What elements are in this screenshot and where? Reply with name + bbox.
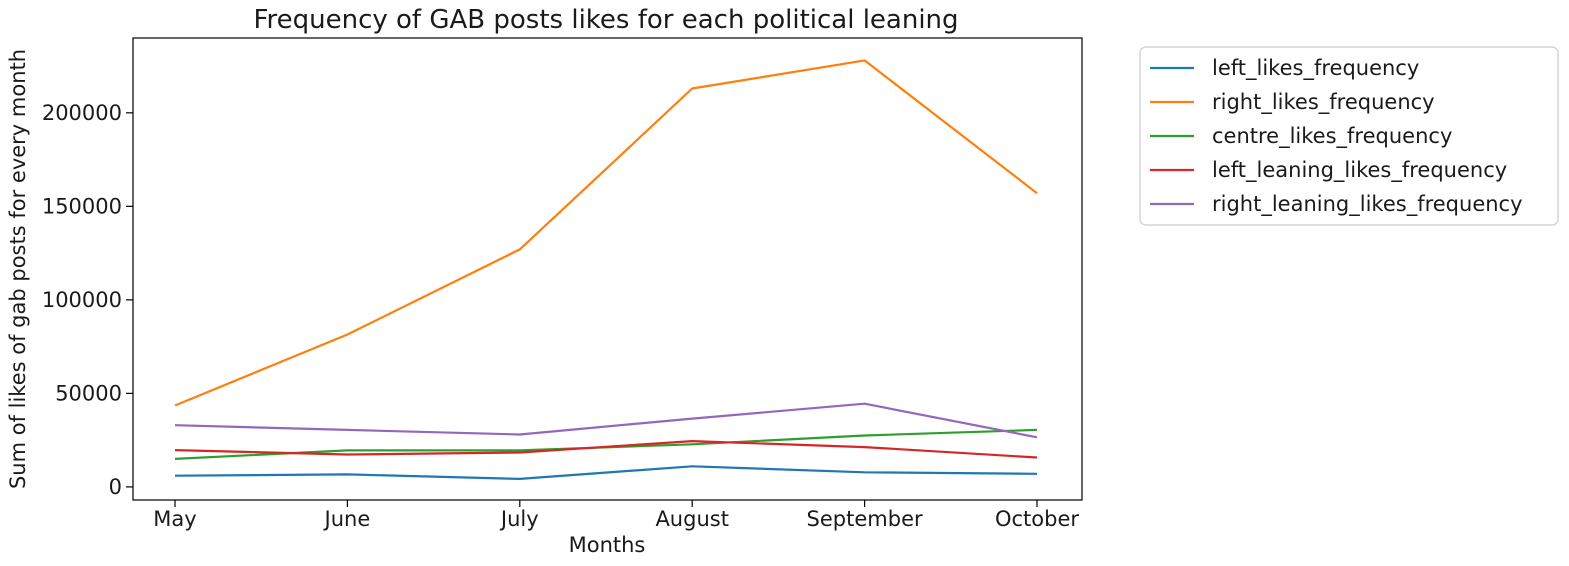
- series-line-left_leaning_likes_frequency: [174, 440, 1038, 459]
- plot-area: [132, 37, 1083, 501]
- legend-label: left_leaning_likes_frequency: [1212, 158, 1507, 183]
- series-line-right_leaning_likes_frequency: [174, 402, 1038, 439]
- x-tick-label: October: [995, 507, 1079, 531]
- legend-label: centre_likes_frequency: [1212, 124, 1452, 149]
- series-line-right_likes_frequency: [174, 59, 1038, 407]
- y-tick-label: 200000: [42, 101, 122, 125]
- series-line-centre_likes_frequency: [174, 428, 1038, 460]
- x-tick-label: June: [323, 507, 371, 531]
- y-tick-label: 0: [109, 475, 122, 499]
- x-axis-label: Months: [569, 533, 646, 557]
- legend: left_likes_frequency right_likes_frequenc…: [1139, 46, 1559, 226]
- y-tick-label: 100000: [42, 288, 122, 312]
- series-lines: [174, 59, 1038, 480]
- legend-label: right_likes_frequency: [1212, 90, 1435, 115]
- x-axis: May June July August September October: [153, 500, 1079, 531]
- series-line-left_likes_frequency: [174, 465, 1038, 480]
- y-tick-label: 50000: [55, 381, 122, 405]
- x-tick-label: August: [655, 507, 729, 531]
- legend-frame: [1139, 46, 1559, 226]
- x-tick-label: May: [153, 507, 196, 531]
- legend-label: right_leaning_likes_frequency: [1212, 192, 1523, 217]
- y-axis: 0 50000 100000 150000 200000: [42, 101, 133, 499]
- x-tick-label: July: [499, 507, 539, 531]
- x-tick-label: September: [807, 507, 923, 531]
- y-tick-label: 150000: [42, 194, 122, 218]
- legend-label: left_likes_frequency: [1212, 56, 1419, 81]
- y-axis-label: Sum of likes of gab posts for every mont…: [6, 49, 30, 489]
- chart-title: Frequency of GAB posts likes for each po…: [253, 5, 958, 35]
